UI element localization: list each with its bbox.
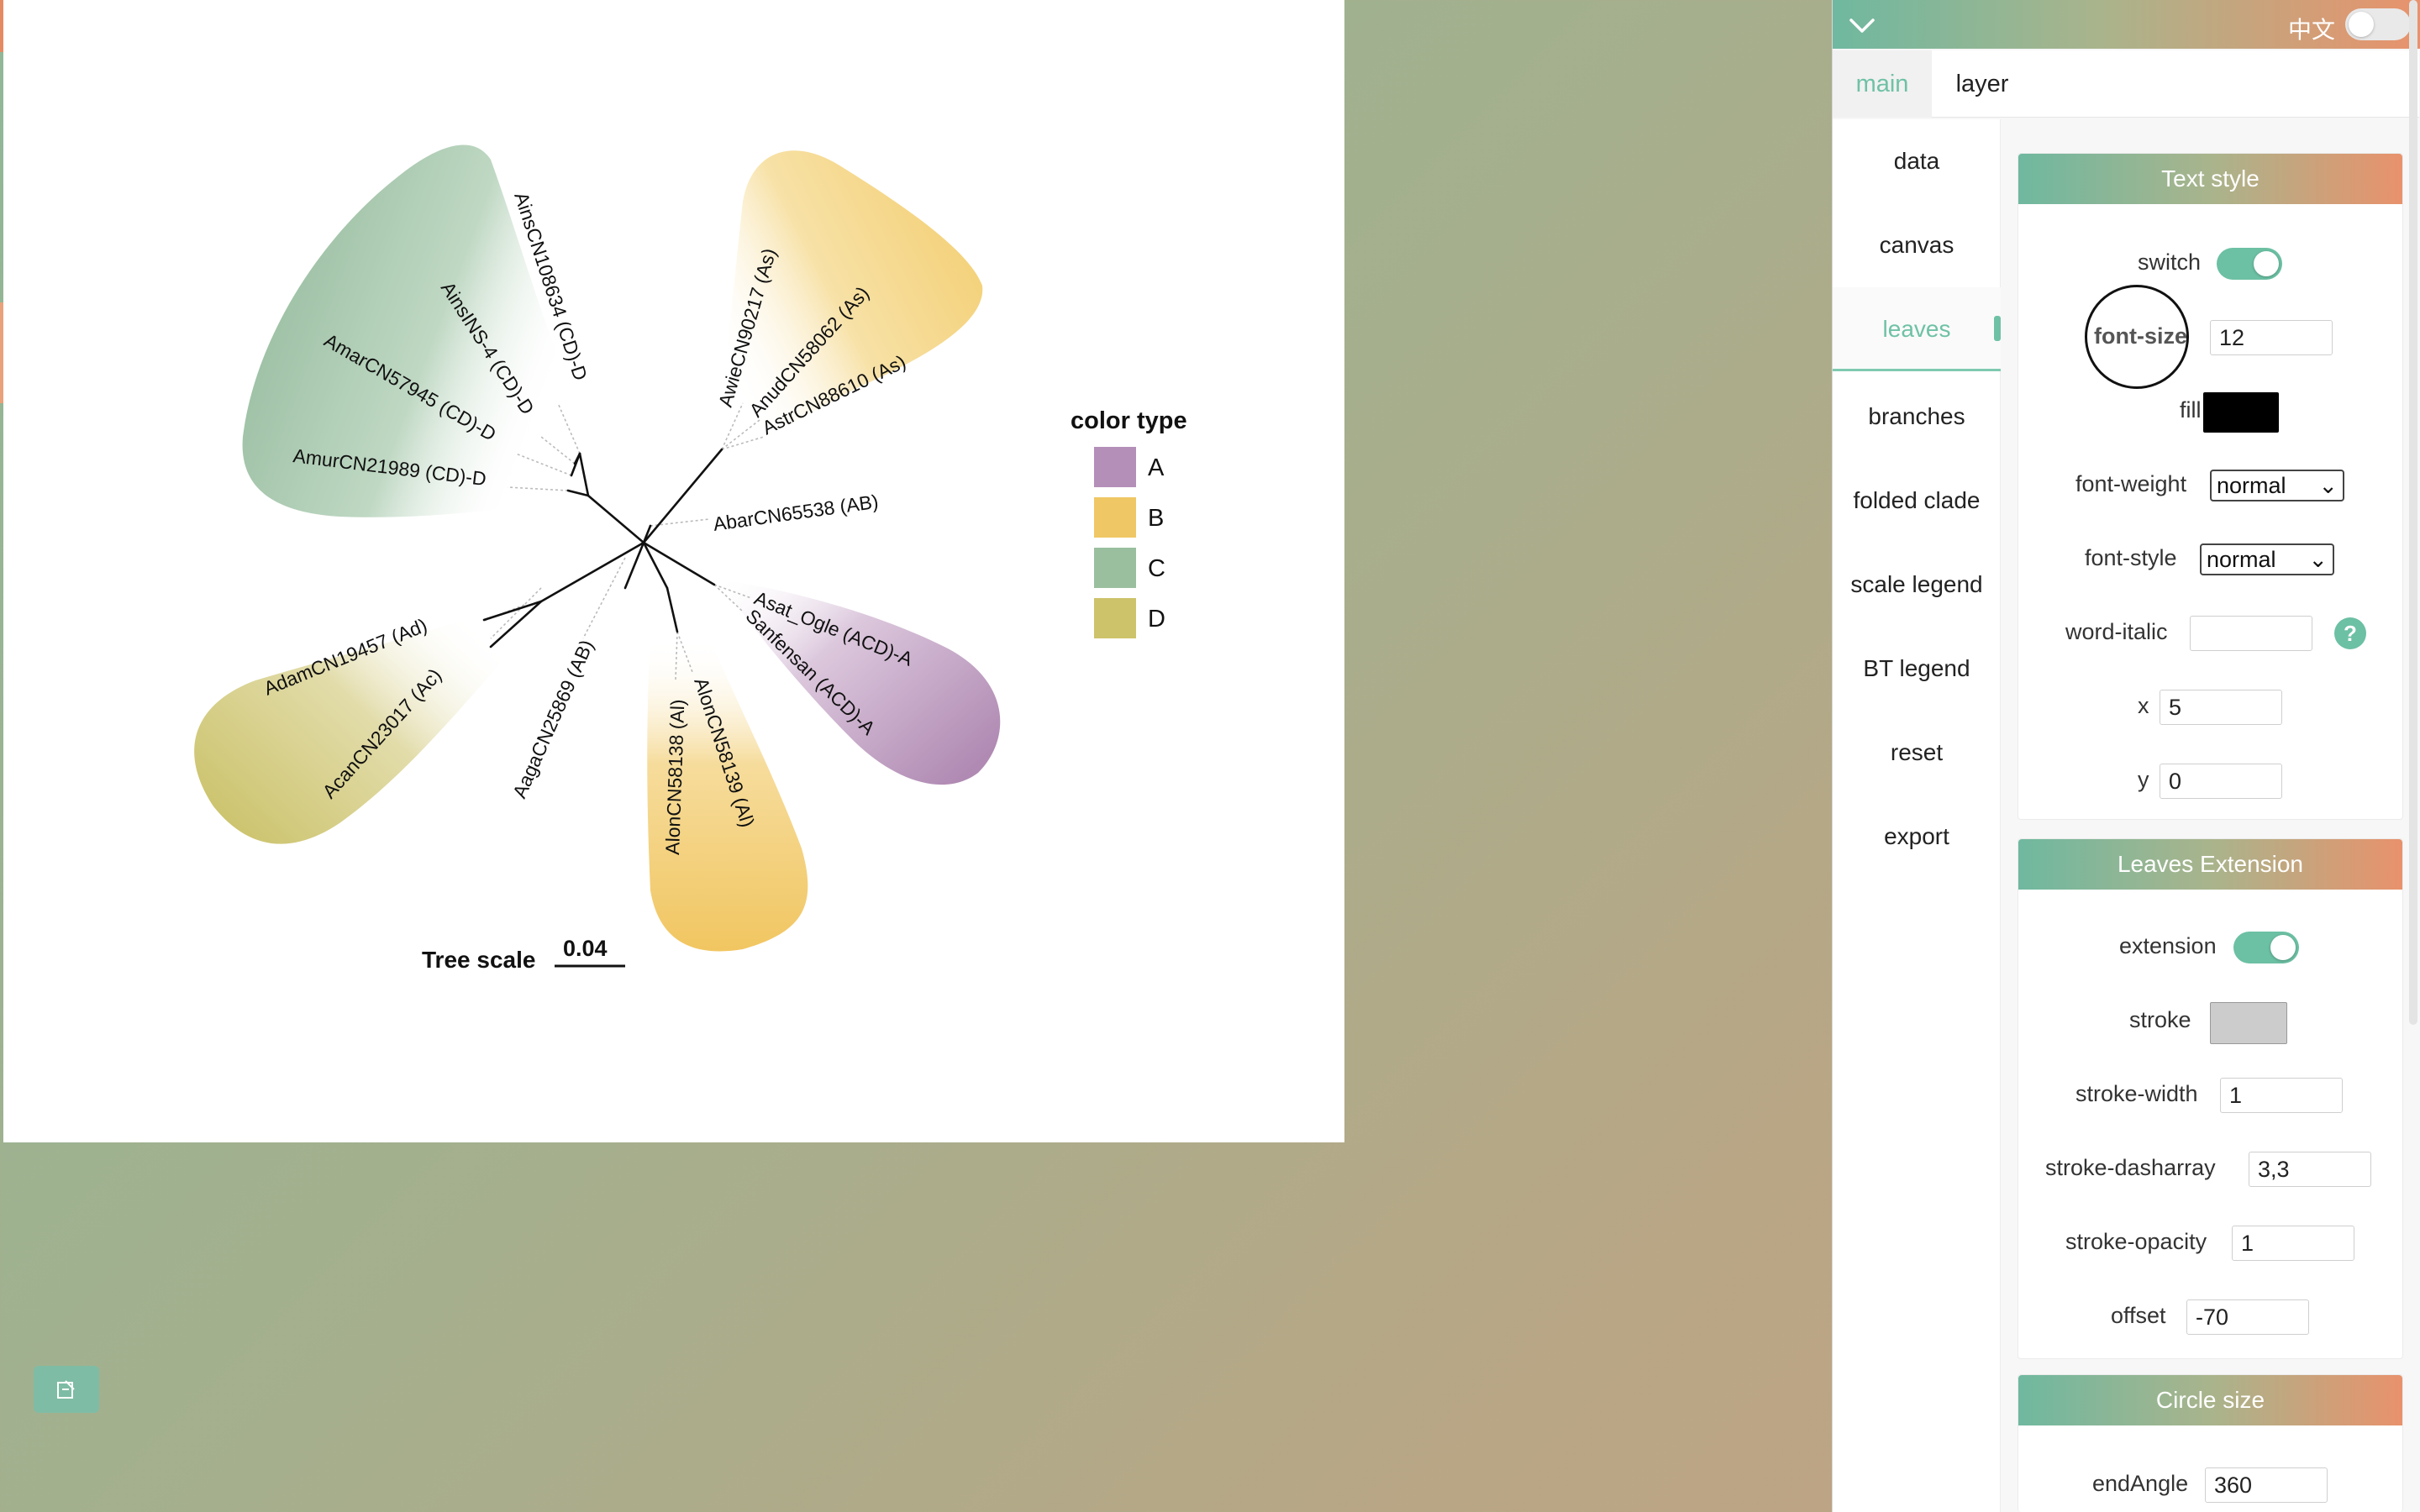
stroke-width-input[interactable] [2220,1078,2343,1113]
tree-canvas[interactable]: AinsCN108634 (CD)-D AinsINS-4 (CD)-D Ama… [3,0,1344,1142]
offset-label: offset [2111,1303,2166,1328]
offset-input[interactable] [2186,1299,2309,1335]
word-italic-input[interactable] [2190,616,2312,651]
clade-a-background [718,580,1001,785]
collapse-button[interactable] [1843,8,1881,42]
font-weight-label: font-weight [2075,471,2187,496]
language-label: 中文 [2288,17,2336,43]
select-value: normal [2217,473,2286,498]
word-italic-label: word-italic [2065,619,2168,644]
language-toggle[interactable] [2345,8,2411,40]
stroke-opacity-input[interactable] [2232,1226,2354,1261]
select-value: normal [2207,547,2276,572]
legend-label-b: B [1148,505,1164,532]
nav-item-reset[interactable]: reset [1890,739,1944,765]
font-style-select[interactable]: normal ⌄ [2200,543,2334,575]
leaves-extension-section: Leaves Extension extension stroke stroke… [2018,838,2403,1359]
leaf-label: AagaCN25869 (AB) [508,637,597,801]
nav-item-label: leaves [1882,316,1951,342]
font-weight-select[interactable]: normal ⌄ [2210,470,2344,501]
section-title: Leaves Extension [2018,839,2402,890]
nav-item-leaves[interactable]: leaves [1833,287,2001,371]
font-style-label: font-style [2085,545,2177,570]
tab-bar: main layer [1833,50,2419,118]
legend-swatch-d [1094,598,1136,638]
nav-item-folded-clade[interactable]: folded clade [1853,487,1981,513]
clade-d-background [194,605,508,844]
legend-label-c: C [1148,555,1165,582]
stroke-dasharray-input[interactable] [2249,1152,2371,1187]
side-nav: data canvas leaves branches folded clade… [1833,119,2001,1512]
text-switch-toggle[interactable] [2217,248,2282,280]
clade-b-top-background [709,150,983,470]
nav-item-scale-legend[interactable]: scale legend [1850,571,1983,597]
chevron-down-icon [1849,18,1875,33]
tab-main[interactable]: main [1833,50,1932,118]
legend-title: color type [1071,407,1187,434]
legend: A B C D [1094,447,1165,638]
fill-color-swatch[interactable] [2203,392,2279,433]
stroke-dasharray-label: stroke-dasharray [2045,1155,2216,1180]
tab-layer[interactable]: layer [1955,71,2009,97]
font-size-label: font-size [2094,323,2187,349]
nav-item-bt-legend[interactable]: BT legend [1863,655,1970,681]
leaf-label: AbarCN65538 (AB) [712,491,880,535]
help-icon[interactable]: ? [2334,617,2366,649]
panel-scrollbar[interactable] [2409,0,2417,1025]
active-indicator [1994,316,2001,341]
fill-label: fill [2180,397,2202,423]
edit-note-icon [57,1380,75,1399]
circle-size-section: Circle size endAngle [2018,1374,2403,1512]
nav-item-data[interactable]: data [1893,148,1940,174]
tree-branches [482,448,723,648]
extension-label: extension [2119,933,2217,958]
end-angle-input[interactable] [2205,1467,2328,1503]
panel-header: 中文 [1833,0,2420,49]
x-input[interactable] [2160,690,2282,725]
clade-b-bottom-background [647,638,808,952]
left-edge-marker [0,302,3,403]
section-title: Text style [2018,154,2402,204]
x-label: x [2138,693,2149,718]
y-label: y [2138,767,2149,792]
font-size-input[interactable] [2210,320,2333,355]
leaf-label: AlonCN58138 (Al) [661,699,688,855]
chevron-down-icon: ⌄ [2308,547,2328,572]
legend-label-d: D [1148,606,1165,633]
settings-panel: 中文 main layer data canvas leaves branche… [1832,0,2420,1512]
nav-item-canvas[interactable]: canvas [1879,232,1954,258]
extension-toggle[interactable] [2233,932,2299,963]
switch-label: switch [2138,249,2202,275]
y-input[interactable] [2160,764,2282,799]
tree-svg: AinsCN108634 (CD)-D AinsINS-4 (CD)-D Ama… [194,144,1187,973]
stroke-label: stroke [2129,1007,2191,1032]
legend-swatch-c [1094,548,1136,588]
nav-item-export[interactable]: export [1884,823,1949,849]
legend-label-a: A [1148,454,1165,481]
end-angle-label: endAngle [2092,1471,2189,1496]
legend-swatch-b [1094,497,1136,538]
nav-item-branches[interactable]: branches [1868,403,1965,429]
chevron-down-icon: ⌄ [2318,473,2338,498]
section-title: Circle size [2018,1375,2402,1425]
clade-c-background [242,144,592,517]
tree-scale-value: 0.04 [563,936,608,961]
text-style-section: Text style switch font-size fill font-we… [2018,153,2403,820]
stroke-color-swatch[interactable] [2210,1002,2287,1044]
tree-scale-label: Tree scale [422,947,535,973]
stroke-opacity-label: stroke-opacity [2065,1229,2207,1254]
stroke-width-label: stroke-width [2075,1081,2198,1106]
notes-button[interactable] [34,1366,99,1413]
left-edge-marker [0,0,3,52]
legend-swatch-a [1094,447,1136,487]
